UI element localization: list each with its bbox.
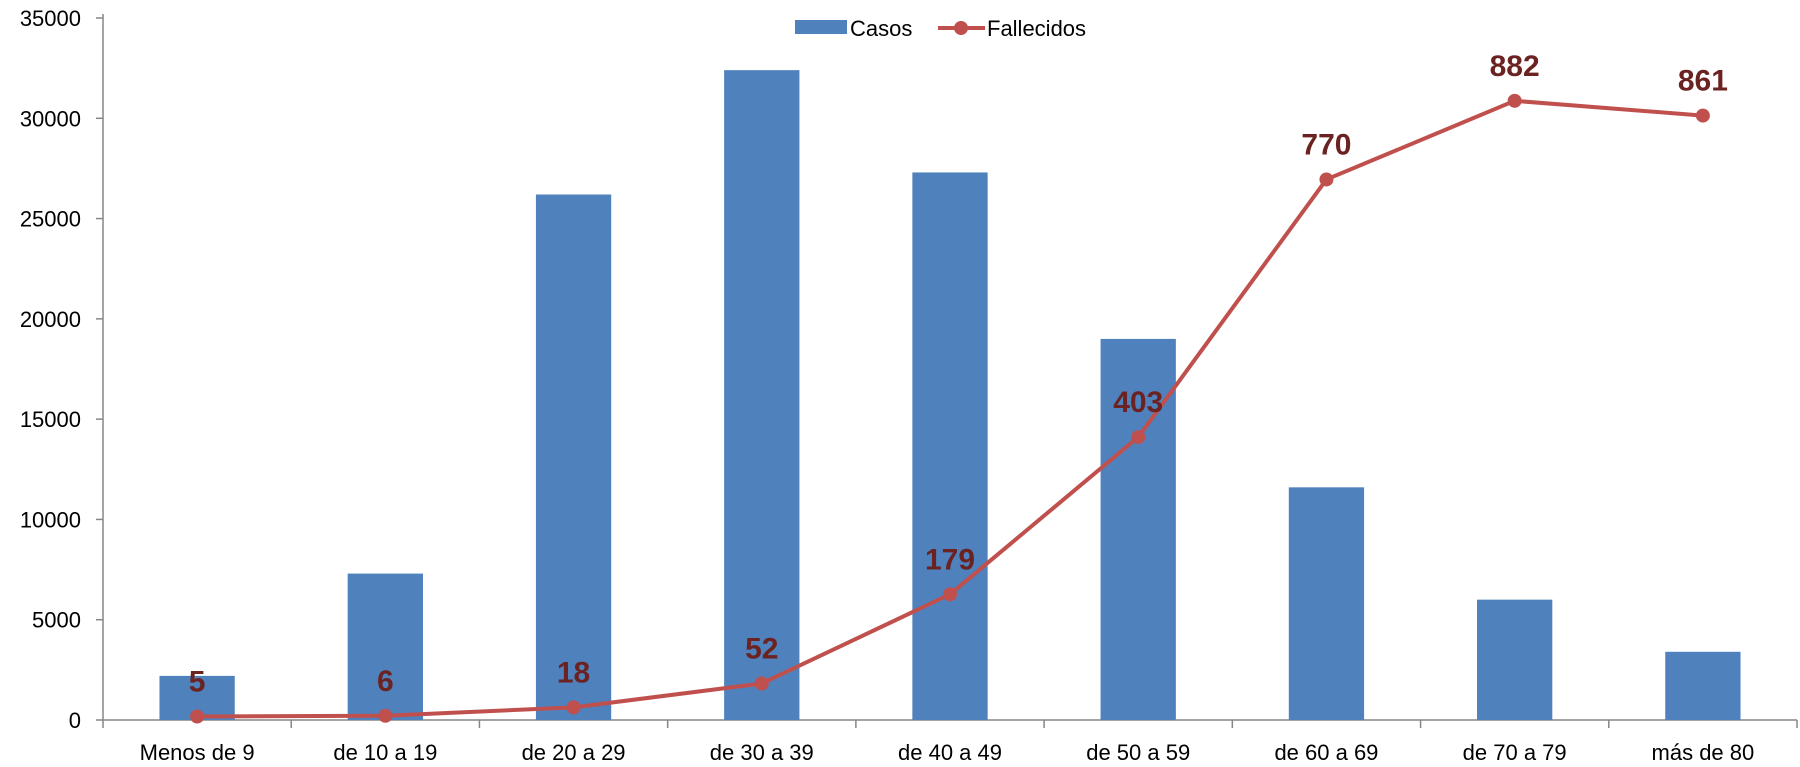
bar-casos [535, 194, 612, 720]
legend-fallecidos-label: Fallecidos [987, 16, 1086, 41]
data-label-fallecidos: 179 [925, 543, 975, 576]
bar-casos [912, 172, 988, 720]
bar-casos [347, 573, 423, 720]
x-tick-label: de 40 a 49 [898, 740, 1002, 765]
x-axis: Menos de 9 de 10 a 19 de 20 a 29 de 30 a 39… [102, 719, 1798, 765]
legend-casos-swatch [795, 20, 847, 34]
point-fallecidos [566, 700, 581, 715]
point-fallecidos [190, 709, 205, 724]
x-tick-label: de 20 a 29 [522, 740, 626, 765]
data-label-fallecidos: 18 [557, 656, 590, 689]
point-fallecidos [1131, 430, 1146, 445]
y-tick-label: 25000 [20, 207, 81, 232]
x-tick-label: de 30 a 39 [710, 740, 814, 765]
point-fallecidos [1507, 93, 1522, 108]
data-label-fallecidos: 403 [1113, 386, 1163, 419]
y-tick-label: 15000 [20, 407, 81, 432]
data-label-fallecidos: 52 [745, 632, 778, 665]
legend-fallecidos-marker [954, 21, 968, 35]
y-tick-label: 5000 [32, 608, 81, 633]
legend-casos-label: Casos [850, 16, 912, 41]
data-label-fallecidos: 770 [1301, 128, 1351, 161]
x-tick-label: Menos de 9 [140, 740, 255, 765]
bar-casos [1288, 487, 1365, 720]
fallecidos-data-labels: 5 6 18 52 179 403 770 882 861 [189, 50, 1728, 699]
y-tick-label: 30000 [20, 106, 81, 131]
point-fallecidos [943, 587, 957, 602]
x-tick-label: de 60 a 69 [1274, 740, 1378, 765]
casos-bars [159, 70, 1741, 721]
y-tick-label: 10000 [20, 507, 81, 532]
x-tick-label: más de 80 [1652, 740, 1755, 765]
x-tick-label: de 10 a 19 [333, 740, 437, 765]
point-fallecidos [1695, 108, 1710, 123]
legend: Casos Fallecidos [795, 16, 1086, 41]
point-fallecidos [378, 708, 393, 723]
point-fallecidos [754, 676, 769, 691]
point-fallecidos [1319, 172, 1334, 187]
bar-casos [724, 70, 800, 721]
y-axis: 0 5000 10000 15000 20000 25000 30000 35000 [20, 6, 104, 733]
x-tick-label: de 70 a 79 [1463, 740, 1567, 765]
y-tick-label: 35000 [20, 6, 81, 31]
data-label-fallecidos: 882 [1490, 50, 1540, 83]
data-label-fallecidos: 6 [377, 665, 394, 698]
x-tick-label: de 50 a 59 [1086, 740, 1190, 765]
bar-casos [1665, 651, 1741, 720]
y-tick-label: 20000 [20, 307, 81, 332]
y-tick-label: 0 [69, 708, 81, 733]
fallecidos-line-series [190, 93, 1710, 724]
data-label-fallecidos: 861 [1678, 65, 1728, 98]
data-label-fallecidos: 5 [189, 665, 206, 698]
bar-casos [1477, 599, 1553, 720]
